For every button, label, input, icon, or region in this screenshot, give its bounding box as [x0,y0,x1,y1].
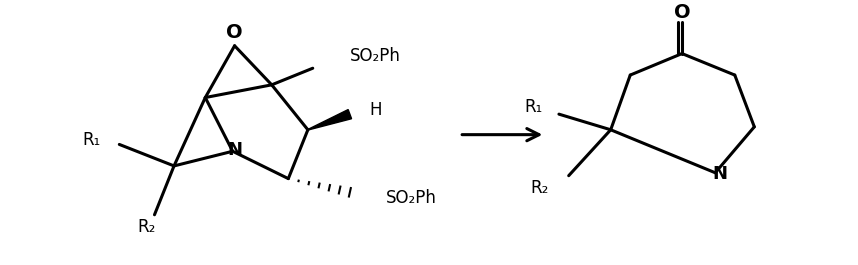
Text: N: N [713,165,728,183]
Text: R₂: R₂ [531,179,549,197]
Text: SO₂Ph: SO₂Ph [386,189,437,207]
Text: N: N [227,141,242,159]
Text: O: O [674,3,691,22]
Text: R₁: R₁ [524,98,542,116]
Text: O: O [227,23,243,42]
Text: SO₂Ph: SO₂Ph [350,47,401,65]
Text: H: H [370,101,382,119]
Text: R₁: R₁ [82,131,100,149]
Text: R₂: R₂ [137,218,156,236]
Polygon shape [308,109,352,130]
